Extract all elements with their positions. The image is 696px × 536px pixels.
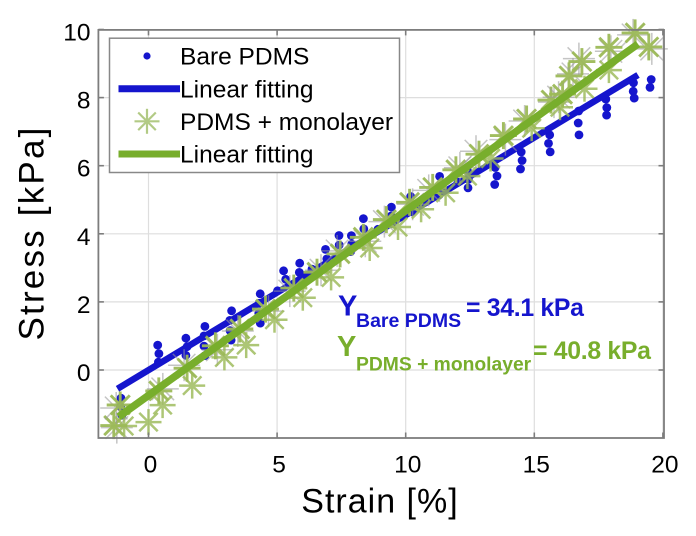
svg-text:2: 2 (77, 292, 91, 319)
svg-text:5: 5 (272, 452, 286, 479)
svg-text:Bare PDMS: Bare PDMS (356, 310, 461, 332)
svg-text:= 34.1 kPa: = 34.1 kPa (466, 295, 584, 322)
svg-text:Y: Y (337, 331, 356, 363)
svg-text:PDMS + monolayer: PDMS + monolayer (180, 109, 393, 136)
svg-text:= 40.8 kPa: = 40.8 kPa (533, 338, 651, 365)
svg-text:Linear fitting: Linear fitting (180, 142, 313, 169)
svg-text:8: 8 (77, 88, 91, 115)
svg-text:6: 6 (77, 156, 91, 183)
svg-text:0: 0 (77, 360, 91, 387)
svg-text:10: 10 (394, 452, 421, 479)
svg-text:20: 20 (651, 452, 678, 479)
svg-text:Strain [%]: Strain [%] (301, 483, 458, 521)
svg-text:PDMS + monolayer: PDMS + monolayer (356, 355, 532, 376)
svg-text:15: 15 (523, 452, 550, 479)
svg-text:Linear fitting: Linear fitting (180, 76, 313, 103)
svg-text:Y: Y (338, 291, 357, 323)
svg-text:Bare PDMS: Bare PDMS (180, 44, 309, 71)
svg-text:0: 0 (144, 452, 158, 479)
svg-text:Stress [kPa]: Stress [kPa] (13, 125, 52, 340)
svg-text:10: 10 (63, 20, 90, 47)
svg-text:4: 4 (77, 224, 91, 251)
